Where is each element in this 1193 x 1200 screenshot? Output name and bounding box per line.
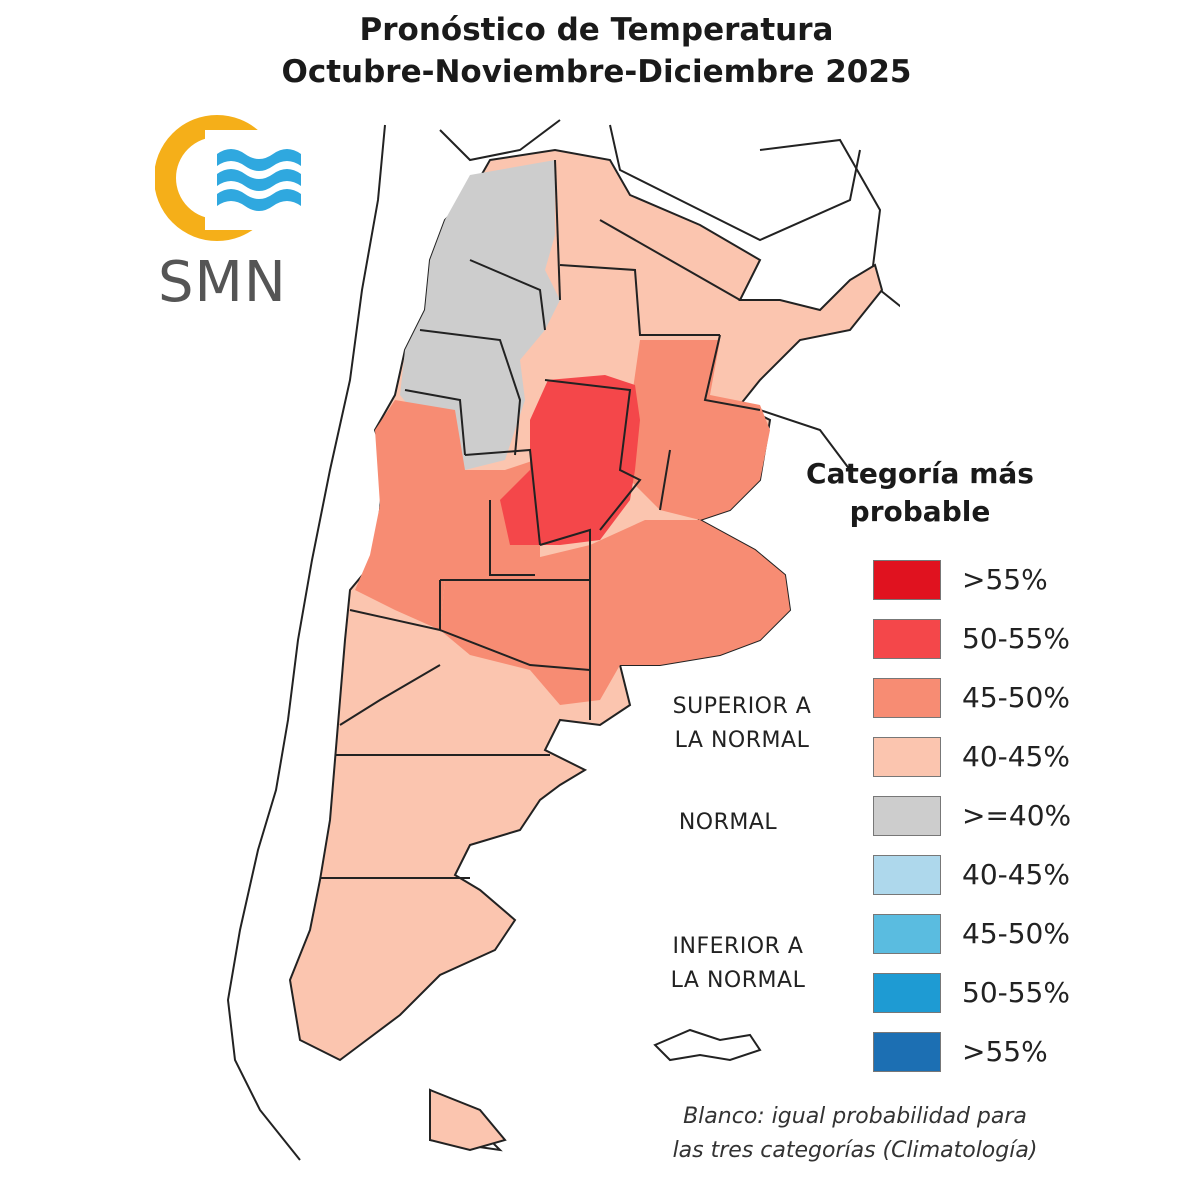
legend-swatch-below-55 <box>873 1032 941 1072</box>
legend-swatch-below-50-55 <box>873 973 941 1013</box>
map-title: Pronóstico de Temperatura <box>359 12 834 48</box>
logo-wave <box>217 149 301 171</box>
logo-wave <box>217 169 301 191</box>
legend-note: Blanco: igual probabilidad para las tres… <box>672 1104 1038 1163</box>
legend-swatch-normal <box>873 796 941 836</box>
normal-zone-northwest <box>400 160 560 470</box>
bolivia-border-line <box>439 119 561 162</box>
province-border-line <box>599 219 741 301</box>
legend-label: 40-45% <box>962 858 1070 891</box>
chile-coast-line <box>226 124 386 1161</box>
argentina-map <box>226 119 900 1161</box>
legend-title: Categoría más probable <box>806 457 1034 528</box>
legend-swatch-above-55 <box>873 560 941 600</box>
province-border-line <box>559 264 720 336</box>
legend-swatch-below-45-50 <box>873 914 941 954</box>
legend-label: 50-55% <box>962 622 1070 655</box>
brazil-border-line <box>759 138 882 291</box>
province-border-line <box>489 500 535 576</box>
legend-label: >55% <box>962 563 1048 596</box>
category-superior-label: SUPERIOR A LA NORMAL <box>672 694 812 753</box>
logo-text: SMN <box>158 250 287 315</box>
paraguay-border-line <box>609 124 861 242</box>
uruguay-coast-line <box>879 289 900 308</box>
category-inferior-label: INFERIOR A LA NORMAL <box>670 934 806 993</box>
smn-logo-icon <box>155 115 315 241</box>
province-border-line <box>539 528 591 720</box>
province-border-line <box>404 389 466 456</box>
legend-label: 50-55% <box>962 976 1070 1009</box>
tierra-del-fuego-shape <box>429 1088 507 1152</box>
province-border-line <box>659 449 671 511</box>
legend-label: 45-50% <box>962 681 1070 714</box>
category-normal-label: NORMAL <box>678 810 778 835</box>
uruguay-border-line <box>759 409 851 471</box>
province-border-line <box>554 159 561 301</box>
legend-swatch-above-40-45 <box>873 737 941 777</box>
legend-swatch-below-40-45 <box>873 855 941 895</box>
malvinas-islands-shape <box>653 1028 762 1062</box>
legend-label: 45-50% <box>962 917 1070 950</box>
province-border-line <box>703 334 761 411</box>
legend-label: >55% <box>962 1035 1048 1068</box>
legend-swatch-above-45-50 <box>873 678 941 718</box>
province-borders <box>320 159 761 1152</box>
province-border-line <box>419 329 522 456</box>
province-border-line <box>544 379 642 531</box>
legend-label: >=40% <box>962 799 1072 832</box>
logo-wave <box>217 189 301 211</box>
legend-label: 40-45% <box>962 740 1070 773</box>
legend-swatch-above-50-55 <box>873 619 941 659</box>
map-subtitle: Octubre-Noviembre-Diciembre 2025 <box>281 54 912 90</box>
province-border-line <box>469 259 546 331</box>
province-border-line <box>439 629 591 671</box>
neighbor-borders <box>226 119 900 1161</box>
province-border-line <box>339 664 441 726</box>
province-border-line <box>464 448 541 546</box>
zone-45-50-central-south <box>440 520 790 705</box>
